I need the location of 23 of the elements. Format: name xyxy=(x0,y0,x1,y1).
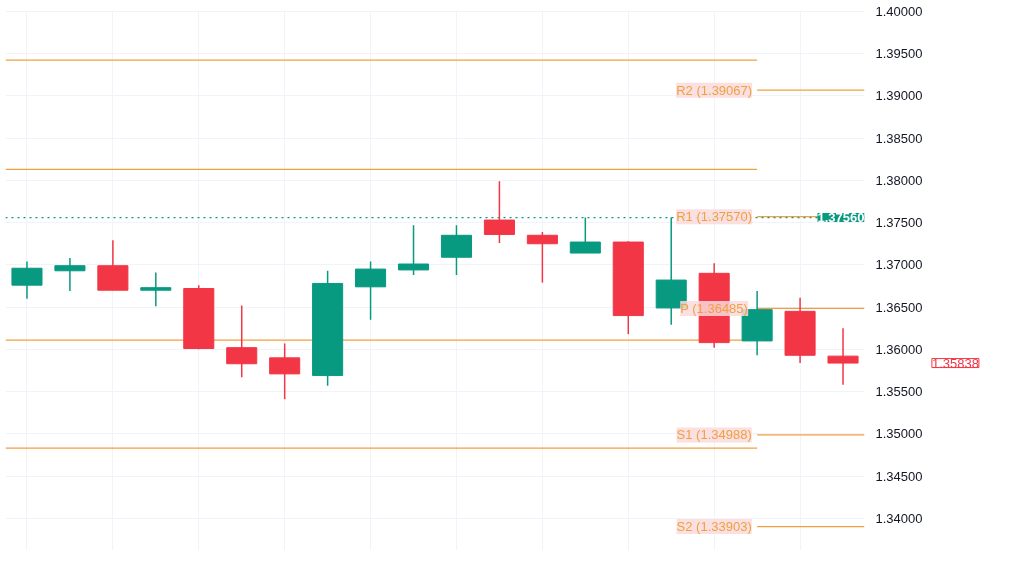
ref-line-label: P (1.36485) xyxy=(680,300,748,316)
candlestick xyxy=(397,224,430,276)
ref-line-label: R2 (1.39067) xyxy=(676,82,753,98)
y-tick-label: 1.38000 xyxy=(875,172,923,188)
ref-line-label: S2 (1.33903) xyxy=(676,519,752,535)
y-tick-label: 1.35000 xyxy=(875,426,923,442)
y-tick-label: 1.39000 xyxy=(875,88,923,104)
y-tick-label: 1.36500 xyxy=(875,299,923,315)
ref-line-label: R1 (1.37570) xyxy=(676,209,753,225)
ref-line-label: S1 (1.34988) xyxy=(676,427,752,443)
y-tick-label: 1.37500 xyxy=(875,215,923,231)
candlestick xyxy=(827,327,859,386)
y-tick-label: 1.34000 xyxy=(875,510,923,526)
y-tick-label: 1.37000 xyxy=(875,257,923,273)
y-tick-label: 1.35500 xyxy=(875,384,923,400)
candlestick xyxy=(54,257,86,292)
y-tick-label: 1.34500 xyxy=(875,468,923,484)
ref-line-label: 1.37560 xyxy=(817,210,865,226)
y-tick-label: 1.36000 xyxy=(875,341,923,357)
candlestick xyxy=(140,271,172,308)
y-tick-label: 1.40000 xyxy=(875,3,923,19)
y-tick-label: 1.38500 xyxy=(875,130,923,146)
y-tick-label: 1.39500 xyxy=(875,46,923,62)
